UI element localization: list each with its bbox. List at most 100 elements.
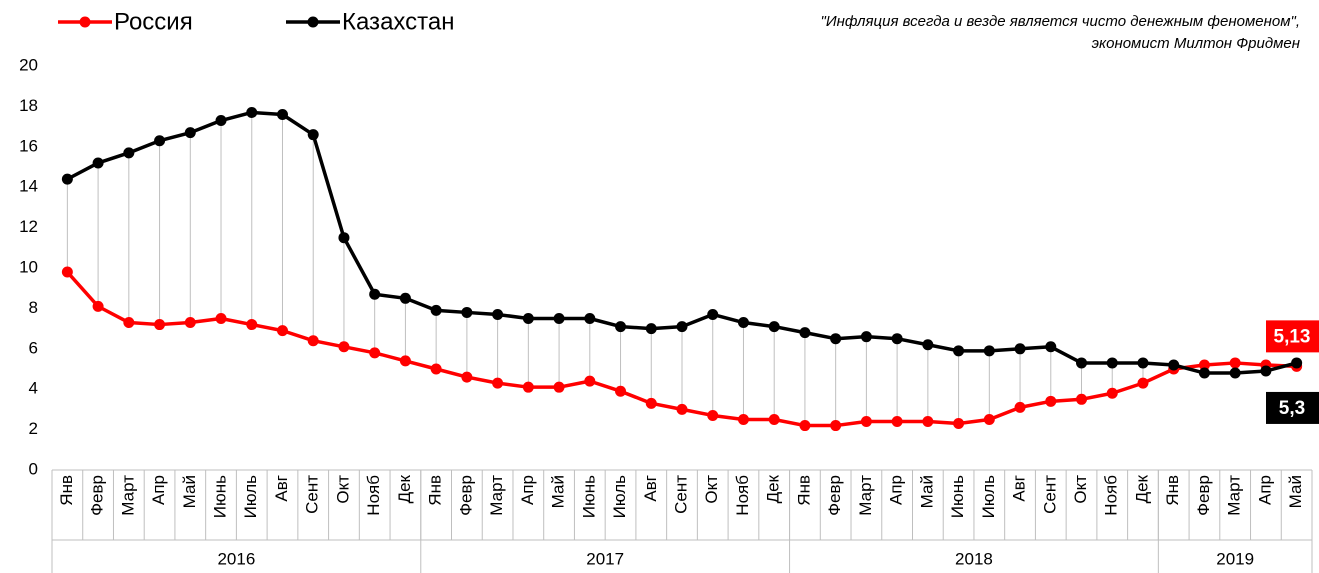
marker xyxy=(123,317,135,329)
x-tick-label: Июнь xyxy=(211,475,230,518)
y-tick-label: 18 xyxy=(19,96,38,115)
marker xyxy=(338,341,350,353)
marker xyxy=(1137,357,1149,369)
year-label: 2019 xyxy=(1216,549,1254,568)
x-tick-label: Март xyxy=(1225,475,1244,516)
x-tick-label: Янв xyxy=(426,475,445,506)
marker xyxy=(584,313,596,324)
marker xyxy=(922,416,934,428)
marker xyxy=(584,375,596,387)
marker xyxy=(522,381,534,393)
x-tick-label: Февр xyxy=(88,475,107,516)
marker xyxy=(891,416,903,428)
value-label: 5,3 xyxy=(1279,398,1305,419)
marker xyxy=(830,420,842,432)
x-tick-label: Июль xyxy=(610,475,629,519)
legend-marker xyxy=(79,16,91,28)
x-tick-label: Март xyxy=(118,475,137,516)
marker xyxy=(61,173,73,185)
legend-label: Россия xyxy=(114,8,193,35)
y-tick-label: 0 xyxy=(29,459,38,478)
marker xyxy=(430,363,442,375)
marker xyxy=(707,409,719,421)
marker xyxy=(953,345,965,357)
marker xyxy=(1076,393,1088,405)
x-tick-label: Окт xyxy=(702,475,721,504)
x-tick-label: Май xyxy=(917,475,936,508)
marker xyxy=(369,288,381,300)
x-tick-label: Июль xyxy=(979,475,998,519)
x-tick-label: Май xyxy=(549,475,568,508)
marker xyxy=(461,371,473,383)
marker xyxy=(1045,395,1057,407)
marker xyxy=(184,127,196,139)
value-label-box xyxy=(1266,320,1319,353)
x-tick-label: Сент xyxy=(303,475,322,514)
marker xyxy=(799,327,811,339)
y-tick-label: 20 xyxy=(19,55,38,74)
y-tick-label: 10 xyxy=(19,257,38,276)
x-tick-label: Апр xyxy=(887,475,906,505)
x-tick-label: Сент xyxy=(1040,475,1059,514)
marker xyxy=(1106,357,1118,369)
marker xyxy=(1229,357,1241,369)
marker xyxy=(953,418,965,430)
x-tick-label: Апр xyxy=(1255,475,1274,505)
year-label: 2018 xyxy=(955,549,993,568)
x-tick-label: Март xyxy=(856,475,875,516)
marker xyxy=(276,108,288,120)
marker xyxy=(707,308,719,320)
y-tick-label: 8 xyxy=(29,298,38,317)
marker xyxy=(615,385,627,397)
marker xyxy=(1198,359,1210,371)
marker xyxy=(1045,341,1057,353)
marker xyxy=(860,331,872,343)
marker xyxy=(922,339,934,351)
marker xyxy=(737,317,749,329)
x-tick-label: Февр xyxy=(825,475,844,516)
marker xyxy=(1168,359,1180,371)
y-tick-label: 4 xyxy=(29,379,38,398)
marker xyxy=(92,300,104,312)
x-tick-label: Авг xyxy=(272,475,291,502)
marker xyxy=(246,106,258,118)
marker xyxy=(338,232,350,244)
x-tick-label: Нояб xyxy=(733,475,752,516)
y-tick-label: 12 xyxy=(19,217,38,236)
value-label: 5,13 xyxy=(1274,326,1311,347)
marker xyxy=(615,321,627,333)
x-tick-label: Февр xyxy=(1194,475,1213,516)
marker xyxy=(1260,365,1272,377)
marker xyxy=(154,135,166,147)
x-tick-label: Янв xyxy=(794,475,813,506)
marker xyxy=(1106,387,1118,399)
marker xyxy=(399,355,411,367)
x-tick-label: Сент xyxy=(671,475,690,514)
marker xyxy=(860,416,872,428)
legend-marker xyxy=(307,16,319,28)
marker xyxy=(246,319,258,331)
x-tick-label: Нояб xyxy=(1102,475,1121,516)
x-tick-label: Июнь xyxy=(948,475,967,518)
marker xyxy=(307,129,319,141)
x-tick-label: Янв xyxy=(57,475,76,506)
x-tick-label: Май xyxy=(180,475,199,508)
marker xyxy=(1076,357,1088,369)
x-tick-label: Авг xyxy=(641,475,660,502)
year-label: 2017 xyxy=(586,549,624,568)
marker xyxy=(307,335,319,347)
marker xyxy=(492,308,504,320)
marker xyxy=(737,414,749,425)
x-tick-label: Окт xyxy=(1071,475,1090,504)
x-tick-label: Янв xyxy=(1163,475,1182,506)
marker xyxy=(1229,367,1241,379)
marker xyxy=(92,157,104,169)
x-tick-label: Окт xyxy=(333,475,352,504)
y-tick-label: 16 xyxy=(19,136,38,155)
marker xyxy=(645,323,657,335)
marker xyxy=(215,115,227,127)
marker xyxy=(430,304,442,316)
marker xyxy=(676,321,688,333)
x-tick-label: Июнь xyxy=(579,475,598,518)
